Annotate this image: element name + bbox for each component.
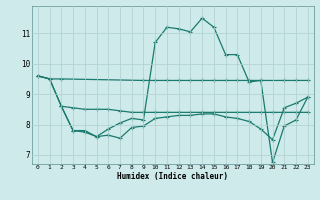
X-axis label: Humidex (Indice chaleur): Humidex (Indice chaleur) bbox=[117, 172, 228, 181]
